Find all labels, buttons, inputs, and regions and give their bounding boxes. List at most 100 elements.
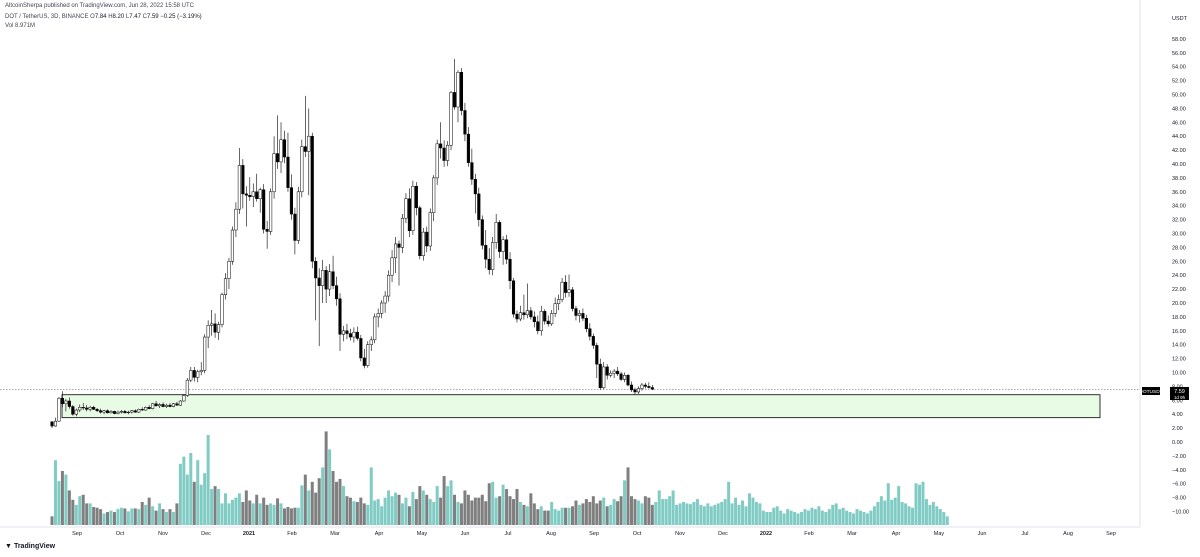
candle-body: [345, 330, 349, 334]
candle-body: [293, 213, 297, 241]
candle-body: [515, 313, 519, 320]
candle-body: [522, 312, 526, 316]
price-tick-label: 10.00: [1172, 371, 1186, 377]
candle: [421, 227, 425, 261]
volume-bar: [855, 509, 859, 525]
candle-body: [359, 338, 363, 359]
volume-bar: [210, 489, 214, 525]
candle: [359, 334, 363, 362]
price-tick-label: 38.00: [1172, 176, 1186, 182]
candle-body: [560, 281, 564, 300]
volume-bar: [581, 503, 585, 525]
candle: [647, 382, 651, 389]
volume-bar: [92, 507, 96, 525]
symbol-description[interactable]: DOT / TetherUS, 3D, BINANCE: [5, 14, 89, 20]
volume-bar: [484, 501, 488, 525]
volume-legend[interactable]: Vol 8.971M: [5, 23, 35, 29]
candle: [262, 184, 266, 234]
change-value: −0.25 (−3.19%): [160, 14, 202, 20]
candle: [348, 328, 352, 341]
volume-bar: [421, 490, 425, 525]
volume-bar: [456, 501, 460, 525]
support-zone-box[interactable]: [61, 394, 1101, 419]
price-tick-label: 54.00: [1172, 65, 1186, 71]
candle: [473, 173, 477, 214]
candle-body: [74, 409, 78, 415]
candlestick-series: [50, 59, 654, 429]
candle-body: [220, 294, 224, 325]
volume-bar: [432, 501, 436, 525]
volume-bar: [883, 500, 887, 525]
volume-bar: [525, 506, 529, 525]
time-tick-label: Nov: [675, 531, 685, 537]
candle-body: [574, 308, 578, 316]
candle-body: [449, 92, 453, 146]
volume-bar: [824, 512, 828, 525]
volume-bar: [123, 508, 127, 525]
candle-body: [321, 270, 325, 286]
candle-body: [546, 320, 550, 325]
candle: [539, 305, 543, 336]
time-tick-label: Jun: [461, 531, 470, 537]
volume-bar: [272, 504, 276, 525]
volume-bar: [109, 510, 113, 525]
candle: [511, 277, 516, 318]
volume-bar: [466, 494, 470, 525]
candle: [425, 226, 429, 253]
time-tick-label: 2021: [243, 531, 255, 537]
volume-bar: [619, 496, 623, 525]
volume-bar: [220, 503, 224, 525]
candle: [244, 186, 248, 227]
volume-bar: [942, 512, 946, 525]
price-axis[interactable]: 58.00 56.00 54.00 52.00 50.00 48.00 46.00 44.00…: [1172, 37, 1189, 516]
volume-bar: [279, 503, 283, 525]
time-tick-label: Aug: [1063, 531, 1073, 537]
volume-bar: [602, 497, 606, 525]
candle: [272, 136, 276, 199]
candle-body: [71, 406, 75, 415]
candle: [591, 333, 595, 349]
volume-bar: [355, 501, 359, 525]
candle-body: [591, 336, 595, 346]
volume-bar: [591, 496, 595, 525]
candle-body: [435, 143, 439, 179]
candle-body: [605, 366, 609, 376]
volume-bar: [713, 504, 717, 525]
candle: [498, 220, 502, 258]
candle: [612, 369, 616, 379]
candle-body: [116, 411, 120, 414]
volume-bar: [359, 497, 363, 525]
candle: [633, 387, 637, 395]
tradingview-brand[interactable]: ▼ TradingView: [5, 543, 55, 550]
price-tick-label: 2.00: [1172, 426, 1183, 432]
volume-bar: [893, 497, 897, 525]
volume-bar: [498, 496, 502, 525]
volume-bar: [178, 463, 182, 525]
candle-body: [341, 330, 346, 335]
time-axis[interactable]: Sep Oct Nov Dec 2021 Feb Mar Apr May Jun Jul Aug Sep…: [72, 531, 1116, 537]
volume-bar: [529, 493, 533, 525]
volume-bar: [53, 460, 57, 525]
candle: [505, 234, 509, 265]
volume-bar: [928, 504, 932, 525]
candle: [265, 220, 269, 249]
volume-bar: [428, 499, 432, 525]
candle-body: [452, 92, 457, 108]
last-price-badge-box: [1170, 387, 1189, 400]
candle: [57, 396, 61, 422]
candle-body: [564, 281, 568, 293]
candle: [282, 130, 287, 164]
candle-body: [272, 153, 276, 193]
volume-bar: [623, 480, 627, 525]
volume-bar: [262, 497, 266, 525]
candle-body: [463, 110, 467, 135]
volume-bar: [196, 460, 200, 525]
volume-bar: [584, 499, 588, 525]
candle: [518, 305, 523, 322]
volume-bar: [446, 486, 450, 525]
candle-body: [459, 72, 464, 111]
price-tick-label: −2.00: [1172, 454, 1186, 460]
candle: [276, 115, 280, 169]
volume-bar: [373, 500, 377, 525]
